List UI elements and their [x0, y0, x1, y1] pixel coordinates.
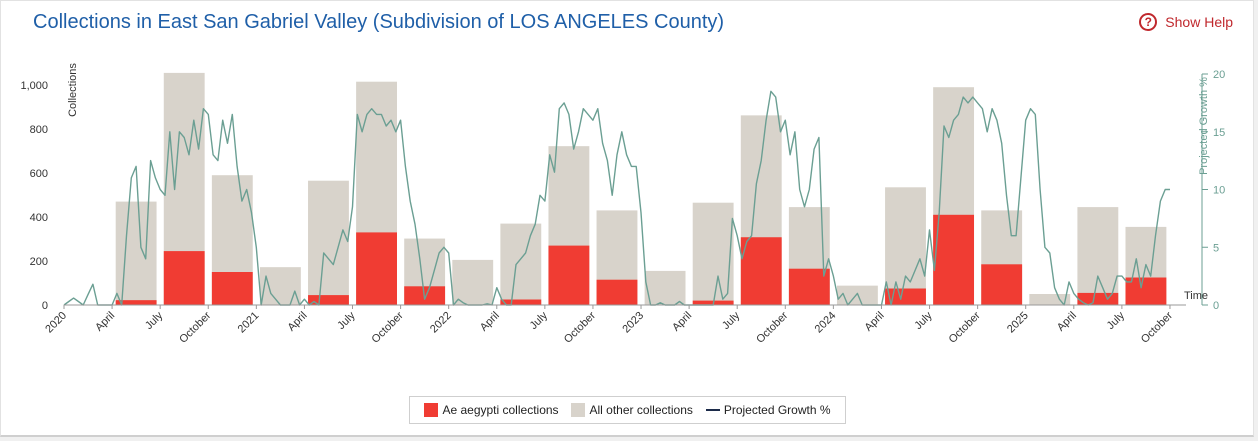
- show-help-button[interactable]: ? Show Help: [1139, 13, 1233, 31]
- y-left-tick-4: 800: [30, 124, 48, 136]
- other-bar-20[interactable]: [1077, 207, 1119, 305]
- x-tick-label-3: October: [177, 309, 213, 345]
- x-tick-label-18: July: [912, 309, 935, 332]
- x-tick-label-10: July: [528, 309, 551, 332]
- aegypti-bar-16[interactable]: [885, 288, 926, 306]
- legend-label-aegypti: Ae aegypti collections: [442, 403, 559, 417]
- other-bar-12[interactable]: [692, 202, 734, 305]
- y-right-axis-label: Projected Growth %: [1198, 77, 1210, 175]
- x-tick-label-0: 2020: [43, 310, 69, 336]
- aegypti-bar-2[interactable]: [211, 272, 253, 305]
- x-tick-label-8: 2022: [428, 310, 454, 336]
- aegypti-bar-14[interactable]: [788, 268, 830, 305]
- x-tick-label-22: July: [1105, 309, 1128, 332]
- question-circle-icon: ?: [1139, 13, 1158, 31]
- other-bar-15[interactable]: [836, 285, 878, 305]
- x-tick-label-2: July: [143, 309, 166, 332]
- other-bar-16[interactable]: [885, 187, 926, 305]
- aegypti-bar-1[interactable]: [163, 251, 205, 305]
- y-right-tick-2: 10: [1213, 185, 1225, 197]
- other-bar-4[interactable]: [308, 180, 349, 305]
- aegypti-bar-4[interactable]: [308, 295, 349, 305]
- other-bar-7[interactable]: [452, 259, 494, 305]
- aegypti-swatch: [424, 403, 439, 417]
- other-bar-0[interactable]: [115, 201, 157, 305]
- aegypti-bar-20[interactable]: [1077, 292, 1119, 305]
- aegypti-bar-21[interactable]: [1125, 277, 1167, 306]
- x-tick-label-4: 2021: [236, 310, 262, 336]
- y-left-axis-label: Collections: [67, 63, 79, 117]
- x-tick-label-5: April: [285, 310, 309, 334]
- other-bar-11[interactable]: [644, 270, 686, 305]
- growth-line: [63, 90, 1170, 306]
- legend-label-other: All other collections: [589, 403, 693, 417]
- aegypti-collection-bars: [115, 214, 1167, 306]
- other-bar-3[interactable]: [259, 267, 301, 305]
- x-tick-label-21: April: [1055, 310, 1079, 334]
- x-tick-label-1: April: [93, 310, 117, 334]
- y-left-tick-1: 200: [30, 256, 48, 268]
- y-left-tick-0: 0: [42, 300, 48, 312]
- aegypti-bar-13[interactable]: [740, 237, 782, 305]
- x-tick-label-23: October: [1139, 309, 1175, 345]
- chart-legend: Ae aegypti collections All other collect…: [409, 396, 846, 424]
- y-left-tick-3: 600: [30, 168, 48, 180]
- x-tick-label-13: April: [670, 310, 694, 334]
- x-tick-label-9: April: [478, 310, 502, 334]
- show-help-label: Show Help: [1165, 14, 1233, 30]
- legend-label-growth: Projected Growth %: [723, 403, 831, 417]
- aegypti-bar-17[interactable]: [933, 214, 975, 305]
- x-tick-label-17: April: [863, 310, 887, 334]
- other-bar-19[interactable]: [1029, 294, 1071, 305]
- aegypti-bar-8[interactable]: [500, 299, 542, 306]
- x-tick-label-6: July: [335, 309, 358, 332]
- aegypti-bar-0[interactable]: [115, 300, 157, 305]
- y-right-tick-4: 20: [1213, 69, 1225, 81]
- aegypti-bar-10[interactable]: [596, 279, 638, 305]
- y-right-tick-1: 5: [1213, 242, 1219, 254]
- x-tick-label-16: 2024: [813, 310, 839, 336]
- chart-title: Collections in East San Gabriel Valley (…: [33, 11, 725, 33]
- other-bar-8[interactable]: [500, 223, 542, 305]
- x-axis-label: Time: [1184, 290, 1208, 302]
- other-swatch: [571, 403, 586, 417]
- x-tick-label-19: October: [947, 309, 983, 345]
- y-right-tick-3: 15: [1213, 127, 1225, 139]
- x-tick-label-12: 2023: [620, 310, 646, 336]
- x-tick-label-20: 2025: [1005, 310, 1031, 336]
- other-collection-bars: [115, 72, 1167, 306]
- x-tick-label-14: July: [720, 309, 743, 332]
- growth-line-layer: [63, 90, 1170, 306]
- x-tick-label-11: October: [562, 309, 598, 345]
- y-left-tick-2: 400: [30, 212, 48, 224]
- growth-line-swatch: [705, 409, 720, 411]
- aegypti-bar-9[interactable]: [548, 245, 590, 305]
- y-left-tick-5: 1,000: [20, 80, 48, 92]
- x-tick-label-7: October: [370, 309, 406, 345]
- aegypti-bar-18[interactable]: [981, 264, 1023, 305]
- legend-item-aegypti[interactable]: Ae aegypti collections: [424, 403, 559, 417]
- legend-item-growth[interactable]: Projected Growth %: [705, 403, 831, 417]
- y-right-tick-0: 0: [1213, 300, 1219, 312]
- aegypti-bar-5[interactable]: [356, 232, 397, 305]
- legend-item-other[interactable]: All other collections: [571, 403, 693, 417]
- x-tick-label-15: October: [754, 309, 790, 345]
